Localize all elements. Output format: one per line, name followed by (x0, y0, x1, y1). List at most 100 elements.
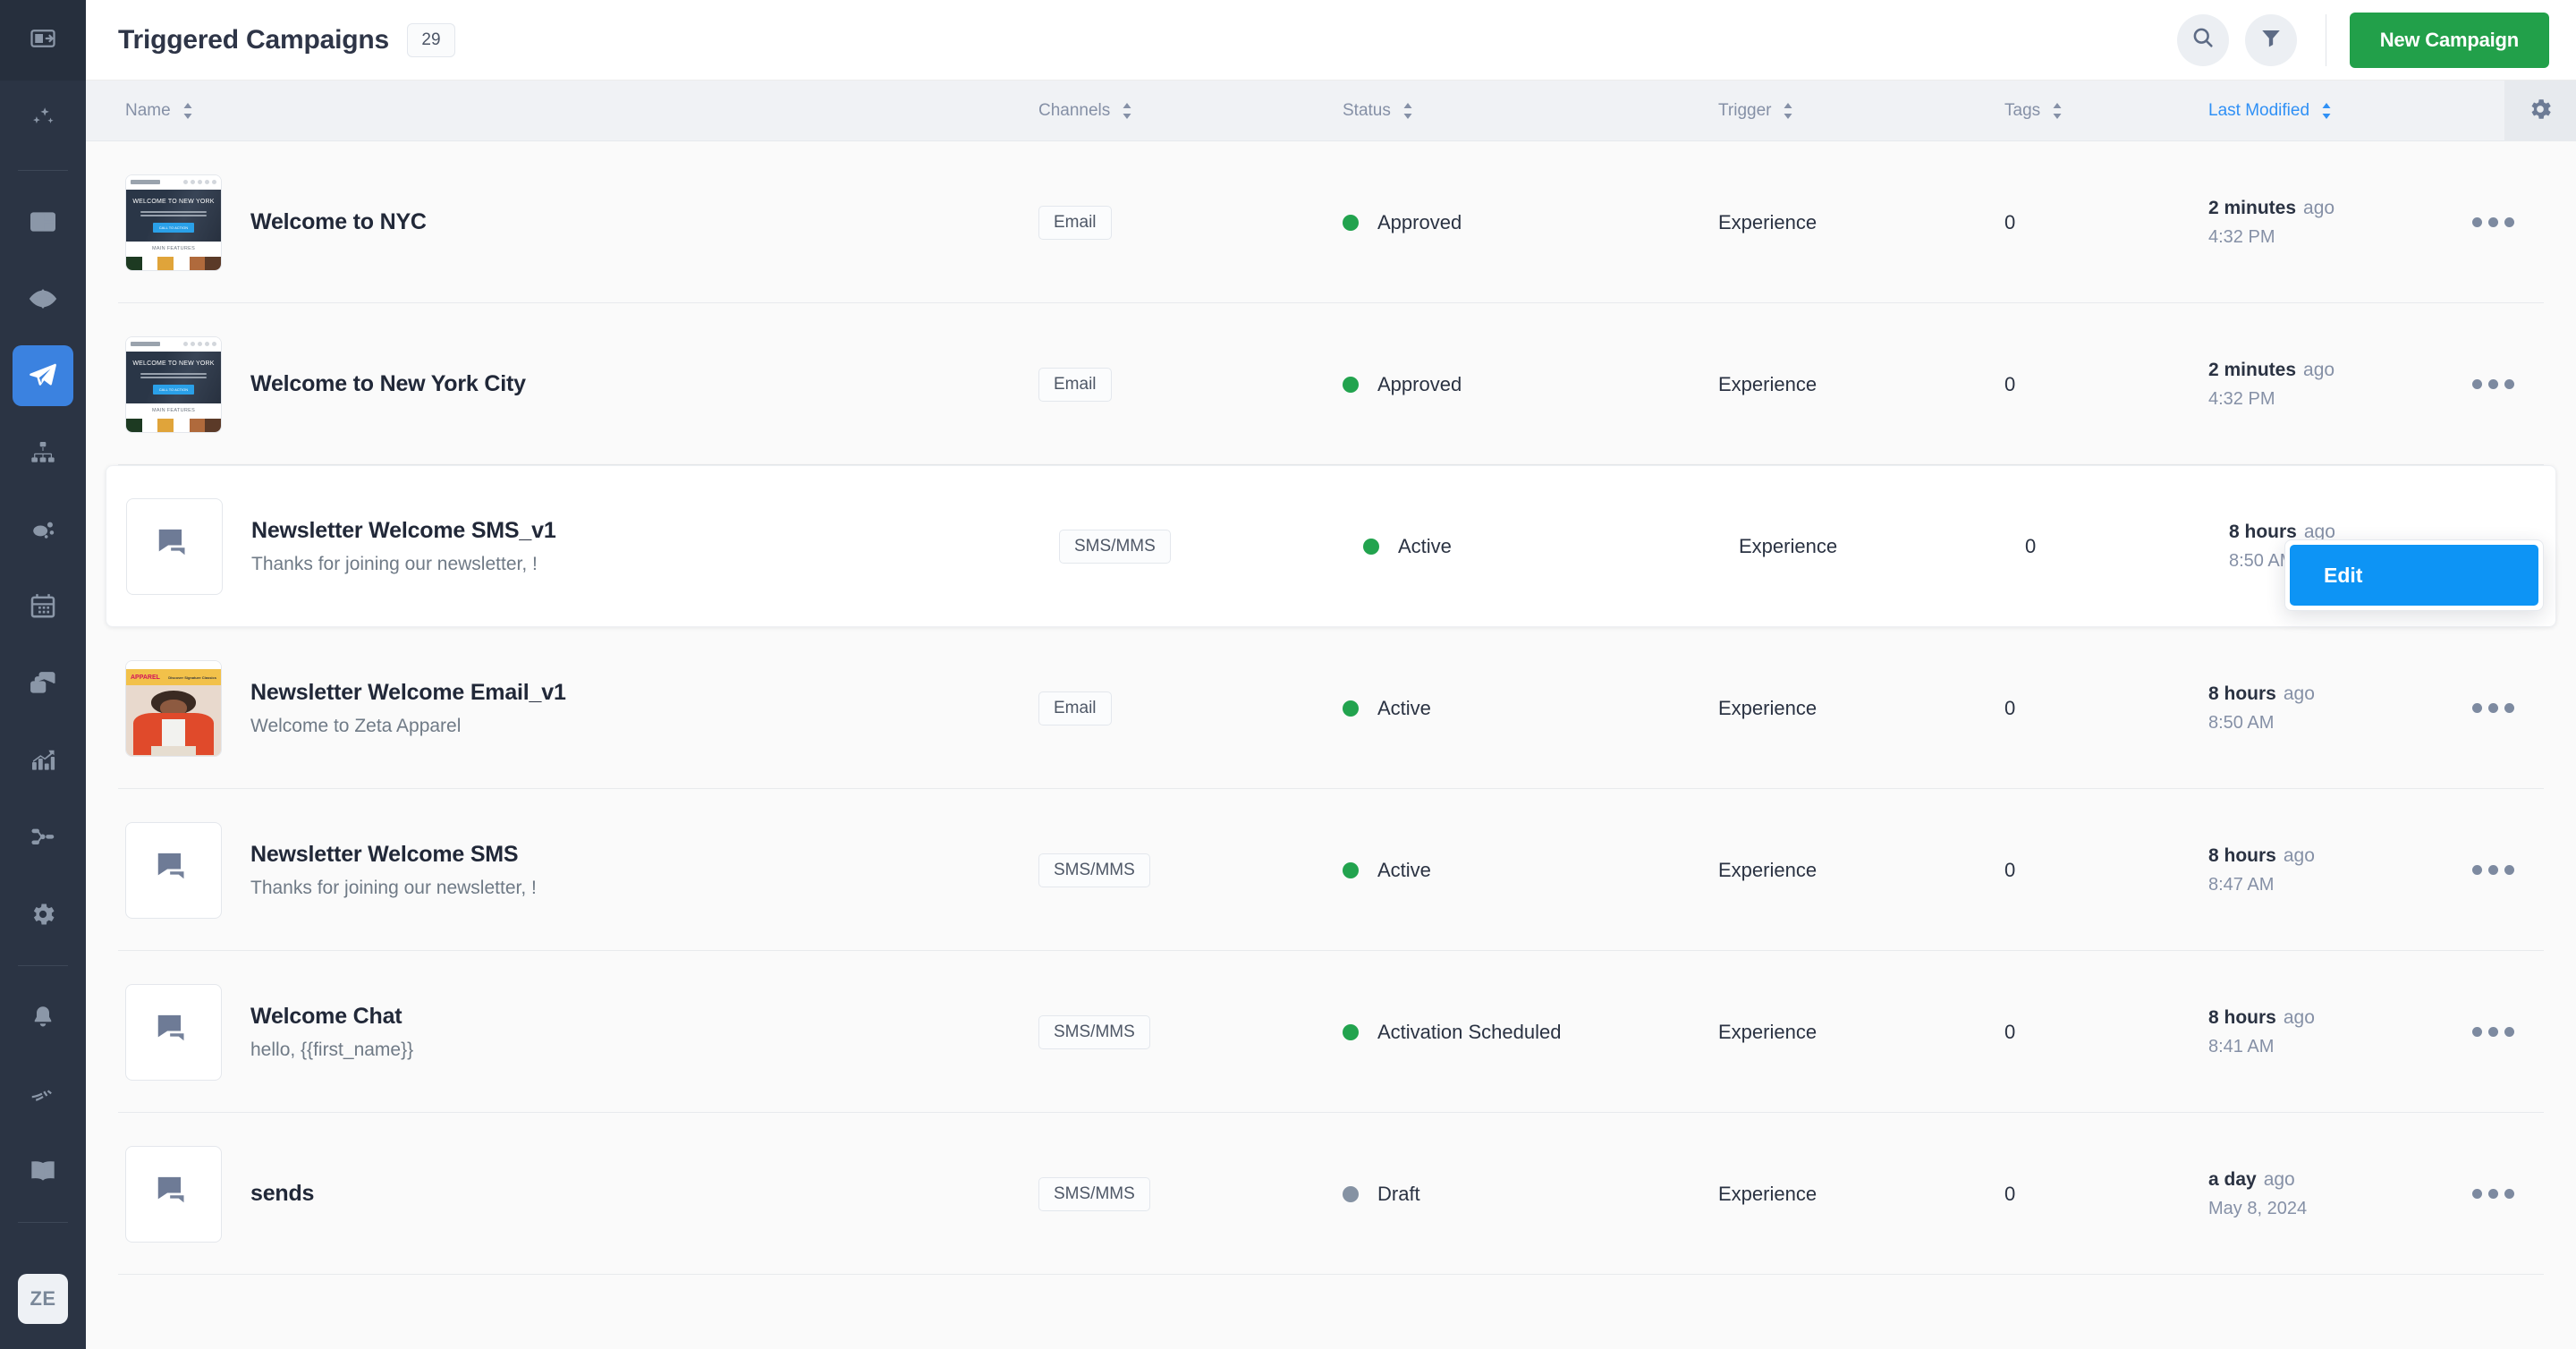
column-header-status[interactable]: Status (1343, 101, 1414, 121)
campaign-name[interactable]: Newsletter Welcome SMS_v1 (251, 517, 556, 543)
channel-badge: SMS/MMS (1038, 1014, 1150, 1049)
sidebar-item-campaigns[interactable] (13, 345, 73, 406)
column-header-channels[interactable]: Channels (1038, 101, 1343, 121)
campaign-thumbnail-email: WELCOME TO NEW YORK CALL TO ACTION MAIN FE… (125, 335, 222, 433)
campaign-thumbnail-chat (126, 497, 223, 595)
sort-icon (1782, 102, 1794, 120)
campaign-name[interactable]: Welcome to New York City (250, 371, 526, 396)
cell-status: Active (1363, 535, 1739, 558)
sort-icon-active (2320, 102, 2333, 120)
column-label: Last Modified (2208, 100, 2310, 120)
status-label: Approved (1377, 210, 1462, 233)
ellipsis-icon[interactable] (2472, 217, 2514, 227)
modified-ago: ago (2263, 1168, 2295, 1190)
sidebar-item-analytics[interactable] (13, 730, 73, 791)
modified-timestamp: 8:47 AM (2208, 874, 2275, 895)
column-header-name[interactable]: Name (125, 101, 194, 121)
cell-last-modified: 2 minutes ago 4:32 PM (2208, 360, 2472, 410)
sidebar-item-integrations[interactable] (13, 807, 73, 868)
cell-name: WELCOME TO NEW YORK CALL TO ACTION MAIN FE… (86, 335, 1038, 433)
modified-timestamp: 4:32 PM (2208, 226, 2275, 247)
sidebar-item-calendar[interactable] (13, 576, 73, 637)
avatar-initials: ZE (30, 1287, 56, 1310)
campaign-name[interactable]: sends (250, 1181, 315, 1206)
column-header-trigger[interactable]: Trigger (1718, 101, 2004, 121)
avatar[interactable]: ZE (18, 1274, 68, 1324)
row-actions-menu[interactable]: Edit (2284, 539, 2544, 611)
table-row[interactable]: Newsletter Welcome SMS Thanks for joining… (86, 789, 2576, 951)
sparkle-ai-icon (28, 104, 58, 134)
cell-last-modified: 2 minutes ago 4:32 PM (2208, 198, 2472, 248)
campaign-name[interactable]: Newsletter Welcome SMS (250, 841, 519, 867)
campaign-name[interactable]: Welcome Chat (250, 1003, 402, 1029)
sidebar-item-settings[interactable] (13, 884, 73, 945)
cell-channels: SMS/MMS (1059, 529, 1363, 564)
cell-tags: 0 (2004, 372, 2016, 395)
cell-tags: 0 (2004, 858, 2016, 881)
ellipsis-icon[interactable] (2472, 379, 2514, 389)
new-campaign-button[interactable]: New Campaign (2349, 12, 2549, 68)
ellipsis-icon[interactable] (2472, 865, 2514, 875)
panel-collapse-icon (30, 25, 56, 56)
table-row[interactable]: WELCOME TO NEW YORK CALL TO ACTION MAIN FE… (86, 141, 2576, 303)
sidebar-item-audiences[interactable] (13, 268, 73, 329)
table-row[interactable]: Newsletter Welcome SMS_v1 Thanks for join… (106, 465, 2556, 627)
ellipsis-icon[interactable] (2472, 1189, 2514, 1199)
gear-icon (29, 900, 57, 929)
sidebar-item-notifications[interactable] (13, 987, 73, 1048)
modified-relative: 8 hours (2229, 521, 2297, 542)
sidebar-item-ai-assistant[interactable] (13, 89, 73, 149)
modified-timestamp: 4:32 PM (2208, 388, 2275, 409)
column-label: Name (125, 100, 171, 120)
page-title: Triggered Campaigns (118, 24, 389, 55)
chat-bubble-icon (153, 1171, 194, 1217)
cell-name: WELCOME TO NEW YORK CALL TO ACTION MAIN FE… (86, 174, 1038, 271)
table-row[interactable]: WELCOME TO NEW YORK CALL TO ACTION MAIN FE… (86, 303, 2576, 465)
column-header-tags[interactable]: Tags (2004, 101, 2208, 121)
cell-last-modified: 8 hours ago 8:50 AM (2229, 522, 2493, 572)
cell-tags: 0 (2004, 696, 2016, 719)
sidebar-item-content[interactable] (13, 653, 73, 714)
page-header: Triggered Campaigns 29 (86, 0, 2576, 81)
column-header-last-modified[interactable]: Last Modified (2208, 101, 2472, 121)
sitemap-icon (29, 438, 57, 467)
table-row[interactable]: sends SMS/MMS Draft Experience 0 a day ago May … (86, 1113, 2576, 1275)
sidebar-item-dashboard[interactable] (13, 191, 73, 252)
modified-timestamp: May 8, 2024 (2208, 1198, 2308, 1218)
ellipsis-icon[interactable] (2472, 703, 2514, 713)
table-settings-button[interactable] (2504, 81, 2576, 141)
cell-trigger: Experience (1718, 372, 1818, 395)
campaign-name[interactable]: Welcome to NYC (250, 209, 427, 234)
table-row[interactable]: Welcome Chat hello, {{first_name}} SMS/MMS… (86, 951, 2576, 1113)
cell-channels: SMS/MMS (1038, 1014, 1343, 1049)
thumb-cta: CALL TO ACTION (152, 222, 195, 233)
column-label: Tags (2004, 100, 2041, 120)
chat-bubble-icon (153, 1009, 194, 1055)
filter-button[interactable] (2244, 13, 2297, 66)
dashboard-layout-icon (29, 208, 57, 236)
modified-ago: ago (2303, 359, 2335, 380)
cell-actions (2472, 703, 2576, 713)
cell-trigger: Experience (1718, 1020, 1818, 1043)
sidebar-collapse-button[interactable] (0, 0, 86, 81)
sidebar-item-segments[interactable] (13, 499, 73, 560)
campaign-name[interactable]: Newsletter Welcome Email_v1 (250, 679, 566, 705)
sidebar-item-docs[interactable] (13, 1141, 73, 1201)
modified-relative: 8 hours (2208, 844, 2276, 866)
status-dot (1343, 1023, 1359, 1040)
sidebar-divider-2 (18, 965, 68, 966)
cell-trigger: Experience (1718, 858, 1818, 881)
search-button[interactable] (2176, 13, 2229, 66)
status-label: Draft (1377, 1182, 1420, 1205)
campaign-thumbnail-email: APPAREL Discover Signature Classics (125, 659, 222, 757)
menu-item-edit[interactable]: Edit (2290, 545, 2538, 606)
table-row[interactable]: APPAREL Discover Signature Classics Newsle… (86, 627, 2576, 789)
cell-channels: SMS/MMS (1038, 853, 1343, 887)
modified-timestamp: 8:41 AM (2208, 1036, 2275, 1056)
sidebar-item-journeys[interactable] (13, 422, 73, 483)
ellipsis-icon[interactable] (2472, 1027, 2514, 1037)
modified-relative: 2 minutes (2208, 197, 2297, 218)
sidebar-item-status[interactable] (13, 1064, 73, 1124)
cell-name: sends (86, 1145, 1038, 1243)
cell-name: Newsletter Welcome SMS_v1 Thanks for join… (106, 497, 1059, 595)
